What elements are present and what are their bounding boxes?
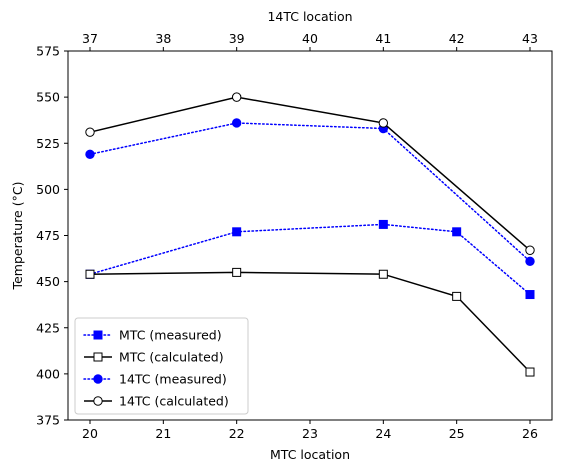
legend: MTC (measured) MTC (calculated) 14TC (meas…: [74, 317, 249, 415]
data-point: [231, 118, 242, 128]
series-3: [85, 92, 535, 255]
top-x-tick-label: 39: [229, 31, 245, 46]
top-x-tick-label: 41: [375, 31, 391, 46]
y-tick-label: 550: [36, 90, 60, 105]
data-point: [378, 118, 389, 128]
data-point: [525, 256, 535, 267]
x-tick-label: 22: [229, 426, 245, 441]
y-tick-label: 450: [36, 274, 60, 289]
data-point: [525, 367, 535, 377]
data-point: [378, 219, 388, 229]
top-x-tick-label: 43: [522, 31, 538, 46]
data-point: [231, 92, 242, 102]
legend-entry: MTC (calculated): [84, 350, 224, 365]
legend-label: MTC (calculated): [119, 350, 224, 365]
y-tick-label: 475: [36, 228, 60, 243]
data-point: [378, 269, 388, 279]
y-tick-label: 525: [36, 136, 60, 151]
data-point: [85, 269, 95, 279]
data-point: [85, 127, 95, 137]
ticks-layer: 375 400 425 450 475 500 525 550 575 20 21 22 23 24 25 2…: [36, 31, 538, 441]
x-axis-label: MTC location: [270, 447, 350, 462]
x-tick-label: 25: [449, 426, 465, 441]
legend-entry: MTC (measured): [83, 328, 222, 343]
data-point: [232, 227, 242, 237]
legend-entry: 14TC (calculated): [84, 394, 229, 409]
legend-label: MTC (measured): [119, 328, 222, 343]
legend-entry: 14TC (measured): [83, 372, 227, 387]
legend-box: [74, 317, 249, 415]
x-tick-label: 24: [375, 426, 391, 441]
legend-marker: [93, 396, 103, 406]
x-tick-label: 20: [82, 426, 98, 441]
legend-label: 14TC (calculated): [119, 394, 229, 409]
top-x-axis-label: 14TC location: [267, 9, 352, 24]
top-x-tick-label: 38: [155, 31, 171, 46]
y-tick-label: 400: [36, 366, 60, 381]
top-x-tick-label: 40: [302, 31, 318, 46]
data-point: [525, 290, 535, 300]
x-tick-label: 23: [302, 426, 318, 441]
x-tick-label: 26: [522, 426, 538, 441]
legend-label: 14TC (measured): [119, 372, 227, 387]
top-x-tick-label: 37: [82, 31, 98, 46]
legend-marker: [93, 330, 103, 340]
y-tick-label: 575: [36, 44, 60, 59]
y-axis-label: Temperature (°C): [10, 182, 25, 291]
series-line: [89, 96, 531, 251]
x-tick-label: 21: [155, 426, 171, 441]
top-x-tick-label: 42: [449, 31, 465, 46]
y-tick-label: 425: [36, 320, 60, 335]
y-tick-label: 500: [36, 182, 60, 197]
series-1: [85, 267, 535, 377]
data-point: [85, 149, 95, 160]
series-line: [89, 122, 531, 263]
y-tick-label: 375: [36, 413, 60, 428]
data-point: [232, 267, 242, 277]
legend-marker: [93, 352, 103, 362]
legend-marker: [93, 374, 103, 384]
data-point: [525, 245, 535, 255]
series-layer: [85, 92, 535, 377]
data-point: [452, 291, 462, 301]
data-point: [452, 227, 462, 237]
